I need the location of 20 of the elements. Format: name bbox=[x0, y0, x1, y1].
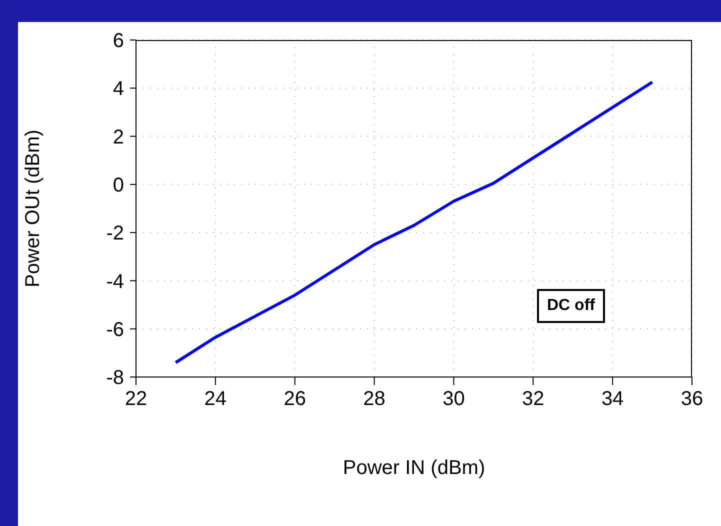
x-tick-label: 34 bbox=[601, 388, 624, 410]
y-tick-label: -2 bbox=[106, 222, 124, 245]
y-tick-label: 6 bbox=[112, 30, 124, 52]
y-axis-title: Power OUt (dBm) bbox=[22, 130, 44, 288]
y-tick-label: -4 bbox=[106, 270, 124, 293]
y-tick-label: -6 bbox=[106, 318, 124, 341]
annotation: DC off bbox=[537, 289, 605, 323]
x-tick-label: 28 bbox=[363, 388, 386, 410]
x-tick-label: 24 bbox=[204, 388, 227, 410]
x-tick-label: 26 bbox=[284, 388, 306, 410]
x-tick-label: 30 bbox=[442, 388, 465, 410]
x-axis-title: Power IN (dBm) bbox=[342, 457, 486, 479]
y-tick-label: 0 bbox=[112, 174, 124, 197]
y-tick-label: 4 bbox=[112, 78, 124, 100]
y-tick-label: -8 bbox=[106, 367, 124, 390]
x-tick-label: 32 bbox=[522, 388, 544, 410]
x-tick-label: 22 bbox=[124, 388, 148, 410]
x-tick-label: 36 bbox=[680, 388, 704, 410]
line-series bbox=[174, 80, 654, 364]
y-tick-label: 2 bbox=[112, 126, 124, 148]
